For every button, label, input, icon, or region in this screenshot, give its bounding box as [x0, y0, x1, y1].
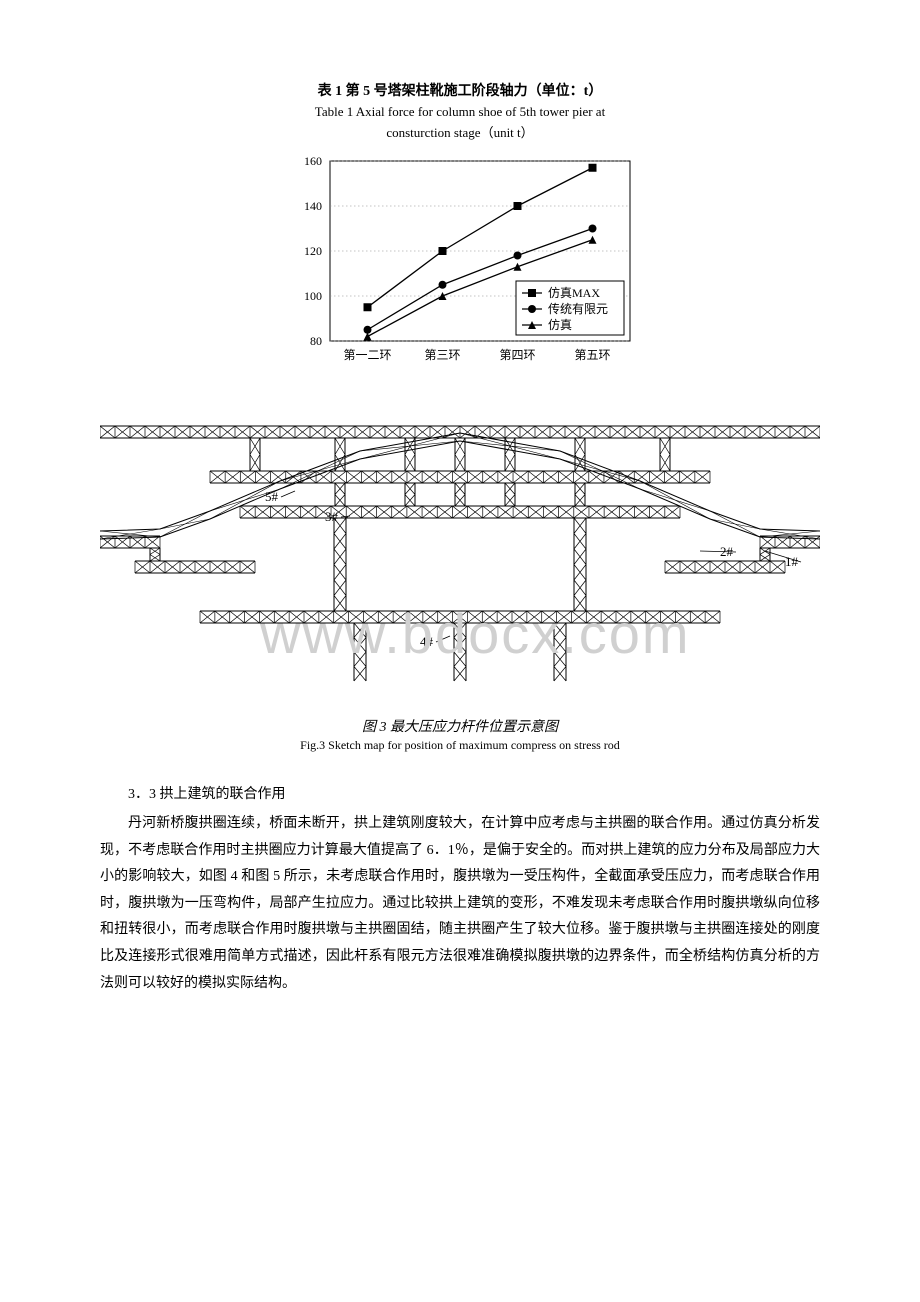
svg-text:160: 160 — [304, 154, 322, 168]
svg-text:1#: 1# — [785, 554, 799, 569]
table1-chart: 80 100 120 140 160 第一二环 第三环 第四环 第五环 仿真MAX传统有限元仿真 — [280, 151, 640, 371]
svg-text:140: 140 — [304, 199, 322, 213]
figure3-diagram: 5#3#2#1#4# www.bdocx.com — [100, 401, 820, 706]
svg-text:第四环: 第四环 — [499, 348, 535, 362]
table1-title-cn: 表 1 第 5 号塔架柱靴施工阶段轴力（单位：t） — [100, 80, 820, 100]
figure3-caption-en: Fig.3 Sketch map for position of maximum… — [100, 738, 820, 753]
svg-text:第五环: 第五环 — [574, 348, 610, 362]
table1-title-en-2: consturction stage（unit t） — [100, 122, 820, 141]
figure3-caption-cn: 图 3 最大压应力杆件位置示意图 — [100, 716, 820, 736]
svg-text:4#: 4# — [420, 634, 434, 649]
svg-text:传统有限元: 传统有限元 — [548, 301, 608, 316]
svg-text:仿真MAX: 仿真MAX — [548, 286, 600, 300]
svg-text:第一二环: 第一二环 — [343, 348, 391, 362]
section-3-3-heading: 3．3 拱上建筑的联合作用 — [100, 783, 820, 803]
svg-text:80: 80 — [310, 334, 322, 348]
svg-text:仿真: 仿真 — [548, 318, 572, 332]
table1-title-en-1: Table 1 Axial force for column shoe of 5… — [100, 104, 820, 120]
svg-text:120: 120 — [304, 244, 322, 258]
svg-text:第三环: 第三环 — [424, 348, 460, 362]
svg-text:5#: 5# — [265, 489, 279, 504]
section-3-3-body: 丹河新桥腹拱圈连续，桥面未断开，拱上建筑刚度较大，在计算中应考虑与主拱圈的联合作… — [100, 811, 820, 997]
svg-text:3#: 3# — [325, 509, 339, 524]
svg-text:100: 100 — [304, 289, 322, 303]
